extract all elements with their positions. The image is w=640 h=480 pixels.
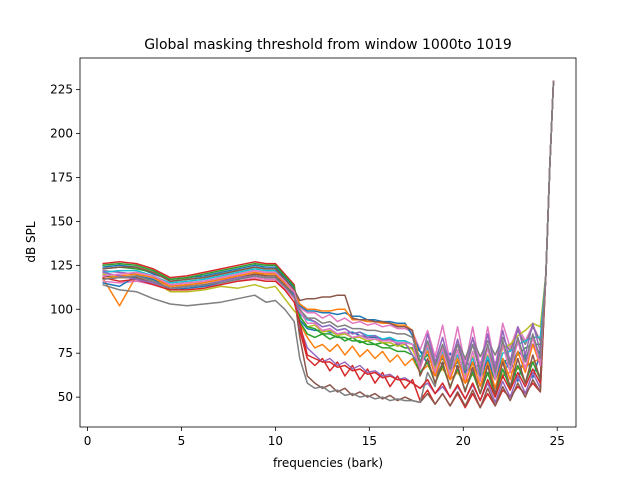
- y-tick-label: 225: [50, 83, 73, 97]
- y-tick-label: 100: [50, 302, 73, 316]
- y-tick-label: 75: [58, 346, 73, 360]
- series-line-15: [102, 80, 555, 372]
- axis-layer: 0 5 10 15 20 25 50 75 100 125 150 175 200 225: [50, 57, 577, 448]
- series-line-4: [102, 80, 555, 409]
- series-line-18: [102, 80, 555, 374]
- y-axis-label: dB SPL: [24, 221, 38, 263]
- series-line-13: [102, 80, 555, 397]
- series-line-12: [102, 80, 555, 390]
- x-axis-label: frequencies (bark): [273, 456, 383, 470]
- y-tick-label: 50: [58, 390, 73, 404]
- y-tick-label: 125: [50, 258, 73, 272]
- chart-title: Global masking threshold from window 100…: [144, 37, 512, 53]
- x-tick-label: 5: [178, 434, 186, 448]
- x-tick-label: 20: [456, 434, 471, 448]
- x-tick-label: 10: [268, 434, 283, 448]
- series-line-17: [102, 80, 555, 383]
- x-tick-label: 0: [84, 434, 92, 448]
- y-tick-label: 200: [50, 127, 73, 141]
- series-layer: [101, 80, 555, 409]
- x-tick-label: 15: [362, 434, 377, 448]
- y-tick-label: 175: [50, 170, 73, 184]
- series-line-14: [102, 80, 555, 402]
- series-line-16: [102, 80, 555, 395]
- plot-frame: [79, 57, 577, 428]
- x-tick-label: 25: [550, 434, 565, 448]
- y-tick-label: 150: [50, 214, 73, 228]
